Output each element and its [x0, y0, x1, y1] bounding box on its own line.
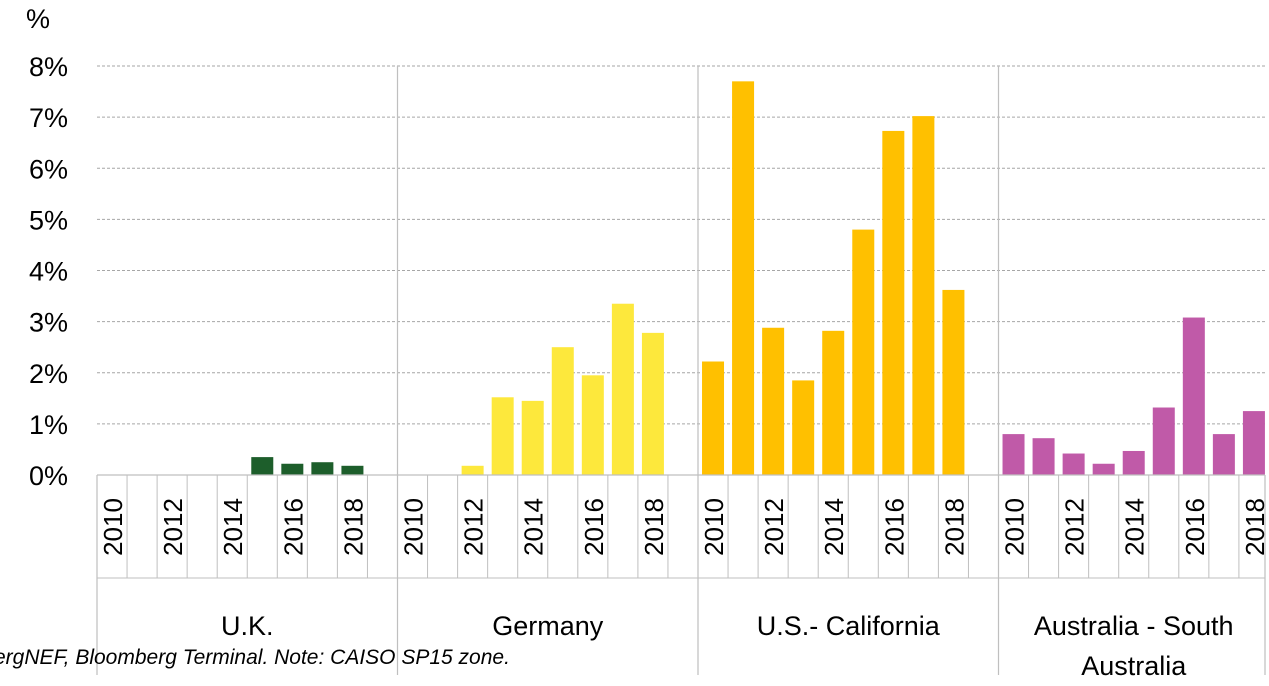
x-tick-label: 2016	[278, 498, 308, 556]
x-tick-label: 2018	[639, 498, 669, 556]
y-tick-label: 7%	[29, 103, 68, 133]
group-label: U.K.	[220, 611, 274, 641]
bar	[852, 229, 875, 475]
bar	[732, 81, 755, 476]
group-label: U.S.- California	[756, 611, 940, 641]
bar	[762, 327, 785, 475]
bar	[912, 116, 935, 475]
x-tick-label: 2010	[1000, 498, 1030, 556]
bar	[702, 361, 725, 475]
bar	[1092, 463, 1115, 475]
y-axis-label: %	[26, 4, 50, 34]
bar	[251, 457, 274, 475]
group-label: Australia - South Australia	[1033, 611, 1234, 681]
x-tick-label: 2016	[879, 498, 909, 556]
y-tick-label: 3%	[29, 308, 68, 338]
bar	[1002, 434, 1025, 475]
bar	[491, 397, 514, 475]
x-tick-label: 2010	[98, 498, 128, 556]
bar	[1152, 407, 1175, 475]
bar	[1032, 438, 1055, 475]
x-tick-label: 2012	[1060, 498, 1090, 556]
bar	[341, 465, 364, 475]
bar	[551, 347, 574, 475]
bar	[1212, 434, 1235, 475]
bar	[822, 330, 845, 475]
bar	[1182, 317, 1205, 475]
footnote: ergNEF, Bloomberg Terminal. Note: CAISO …	[0, 646, 510, 669]
x-tick-label: 2018	[338, 498, 368, 556]
bar	[882, 130, 905, 475]
y-tick-label: 5%	[29, 205, 68, 235]
x-tick-label: 2018	[939, 498, 969, 556]
group-label: Germany	[492, 611, 604, 641]
x-tick-label: 2014	[819, 498, 849, 556]
x-tick-label: 2016	[1180, 498, 1210, 556]
bar	[311, 462, 334, 475]
y-tick-label: 8%	[29, 52, 68, 82]
x-tick-label: 2012	[759, 498, 789, 556]
x-tick-label: 2010	[699, 498, 729, 556]
x-tick-label: 2018	[1240, 498, 1269, 556]
y-tick-label: 6%	[29, 154, 68, 184]
y-tick-label: 1%	[29, 410, 68, 440]
bar	[1062, 453, 1085, 475]
bar	[641, 332, 664, 475]
bar	[611, 303, 634, 475]
y-tick-label: 4%	[29, 257, 68, 287]
bar	[521, 400, 544, 475]
x-tick-label: 2016	[579, 498, 609, 556]
x-tick-label: 2012	[459, 498, 489, 556]
bar	[461, 465, 484, 475]
bar	[1122, 450, 1145, 475]
bar	[1242, 411, 1265, 475]
y-tick-label: 2%	[29, 359, 68, 389]
y-tick-label: 0%	[29, 461, 68, 491]
bar	[281, 463, 304, 475]
x-tick-label: 2012	[158, 498, 188, 556]
bar	[581, 375, 604, 475]
x-tick-label: 2014	[1120, 498, 1150, 556]
bar	[942, 289, 965, 475]
x-tick-label: 2014	[519, 498, 549, 556]
x-tick-label: 2014	[218, 498, 248, 556]
x-tick-label: 2010	[399, 498, 429, 556]
bar	[792, 380, 815, 475]
